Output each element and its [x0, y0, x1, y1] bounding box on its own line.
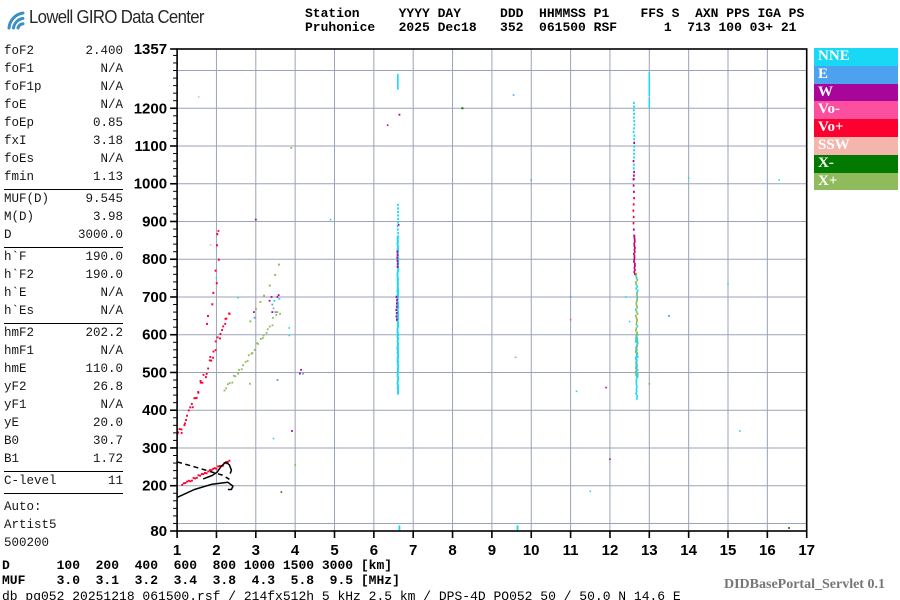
- svg-text:2: 2: [212, 542, 220, 559]
- svg-text:7: 7: [409, 542, 417, 559]
- svg-text:1: 1: [173, 542, 181, 559]
- svg-text:5: 5: [330, 542, 338, 559]
- svg-text:17: 17: [798, 542, 815, 559]
- svg-text:1357: 1357: [134, 41, 167, 58]
- svg-text:13: 13: [641, 542, 658, 559]
- svg-text:12: 12: [602, 542, 619, 559]
- svg-text:600: 600: [142, 327, 167, 344]
- svg-text:800: 800: [142, 251, 167, 268]
- svg-text:9: 9: [488, 542, 496, 559]
- svg-text:15: 15: [720, 542, 737, 559]
- svg-text:11: 11: [563, 542, 579, 559]
- svg-text:200: 200: [142, 478, 167, 495]
- svg-text:1100: 1100: [135, 138, 168, 155]
- svg-text:8: 8: [448, 542, 456, 559]
- svg-text:400: 400: [142, 402, 167, 419]
- svg-text:6: 6: [370, 542, 378, 559]
- svg-text:300: 300: [142, 440, 167, 457]
- svg-text:4: 4: [291, 542, 300, 559]
- svg-text:80: 80: [150, 523, 167, 540]
- svg-text:3: 3: [252, 542, 260, 559]
- svg-text:1000: 1000: [134, 176, 167, 193]
- svg-text:900: 900: [142, 214, 167, 231]
- svg-text:700: 700: [142, 289, 167, 306]
- svg-text:14: 14: [680, 542, 697, 559]
- svg-text:16: 16: [759, 542, 776, 559]
- svg-text:500: 500: [142, 365, 167, 382]
- svg-text:10: 10: [523, 542, 540, 559]
- svg-text:1200: 1200: [134, 100, 167, 117]
